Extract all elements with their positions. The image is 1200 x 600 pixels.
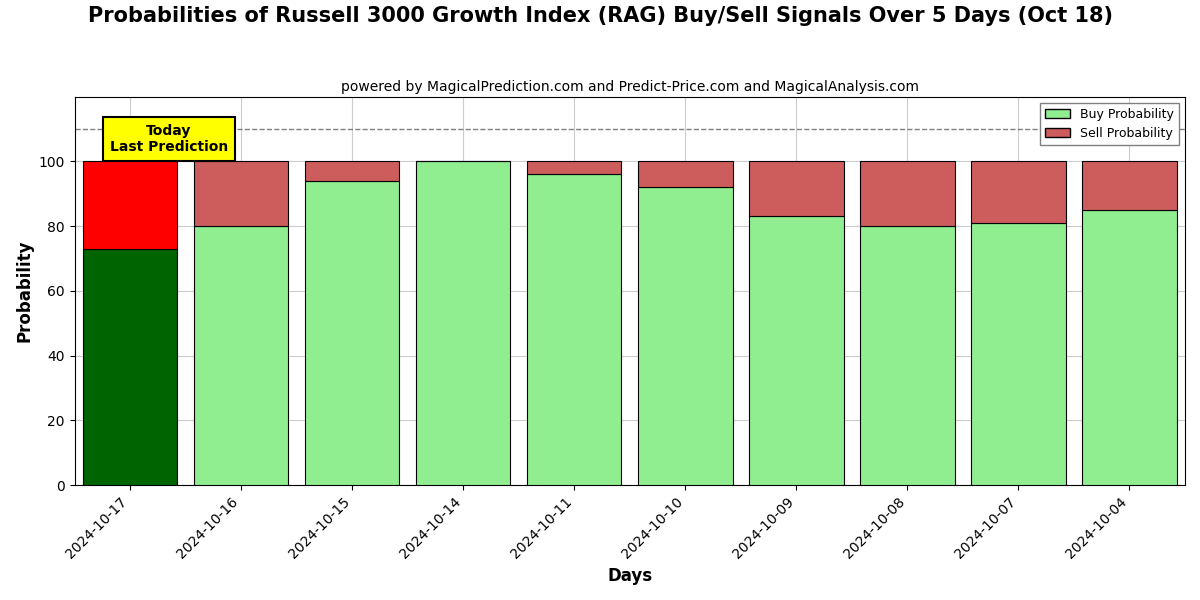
Y-axis label: Probability: Probability (16, 239, 34, 342)
Bar (860, 161, 955, 226)
Bar (971, 223, 1066, 485)
Bar (83, 161, 178, 249)
X-axis label: Days: Days (607, 567, 653, 585)
Bar (194, 226, 288, 485)
Text: Today
Last Prediction: Today Last Prediction (110, 124, 228, 154)
Bar (638, 187, 732, 485)
Bar (1082, 210, 1177, 485)
Bar (527, 161, 622, 174)
Bar (305, 181, 400, 485)
Bar (305, 161, 400, 181)
Title: powered by MagicalPrediction.com and Predict-Price.com and MagicalAnalysis.com: powered by MagicalPrediction.com and Pre… (341, 80, 919, 94)
Bar (971, 161, 1066, 223)
Bar (1082, 161, 1177, 210)
Text: Probabilities of Russell 3000 Growth Index (RAG) Buy/Sell Signals Over 5 Days (O: Probabilities of Russell 3000 Growth Ind… (88, 6, 1112, 26)
Bar (749, 217, 844, 485)
Bar (749, 161, 844, 217)
Bar (638, 161, 732, 187)
Bar (83, 249, 178, 485)
Bar (860, 226, 955, 485)
Bar (194, 161, 288, 226)
Bar (527, 174, 622, 485)
Legend: Buy Probability, Sell Probability: Buy Probability, Sell Probability (1040, 103, 1178, 145)
Bar (416, 161, 510, 485)
